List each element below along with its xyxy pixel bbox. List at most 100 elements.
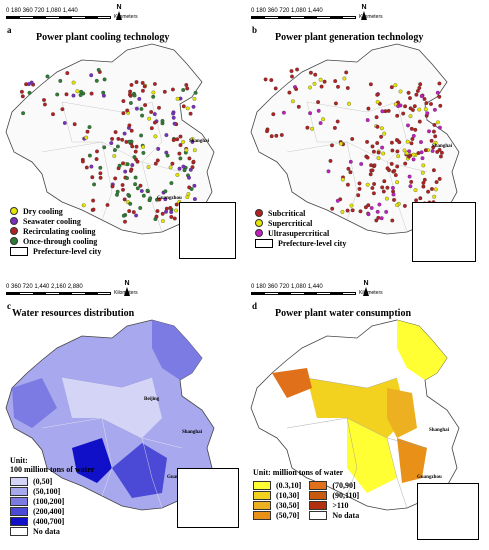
legend-swatch-icon <box>10 516 28 526</box>
plant-marker <box>422 97 427 101</box>
legend: Unit: million tons of water (0.3,10] (70… <box>253 468 359 520</box>
plant-marker <box>421 163 426 168</box>
plant-marker <box>316 108 321 113</box>
plant-marker <box>344 70 349 75</box>
plant-marker <box>134 106 139 111</box>
plant-marker <box>438 154 443 159</box>
plant-marker <box>188 111 193 116</box>
plant-marker <box>409 179 414 184</box>
plant-marker <box>91 207 96 212</box>
plant-marker <box>169 210 174 215</box>
plant-marker <box>89 164 94 169</box>
legend-dot-icon <box>255 229 263 237</box>
plant-marker <box>348 170 353 175</box>
plant-marker <box>95 149 99 154</box>
plant-marker <box>185 106 190 111</box>
plant-marker <box>126 192 131 197</box>
plant-marker <box>402 203 407 208</box>
scale-unit: Kilometers <box>359 14 383 20</box>
plant-marker <box>127 139 132 144</box>
plant-marker <box>62 121 67 125</box>
plant-marker <box>395 180 400 185</box>
plant-marker <box>368 82 373 87</box>
legend-item: Recirculating cooling <box>10 226 101 236</box>
plant-marker <box>424 101 429 106</box>
power-plant-markers <box>19 67 198 224</box>
city-beijing: Beijing <box>144 397 160 402</box>
plant-marker <box>184 148 189 153</box>
plant-marker <box>290 74 294 79</box>
plant-marker <box>437 81 442 86</box>
north-label: N <box>116 4 122 11</box>
plant-marker <box>162 89 167 94</box>
plant-marker <box>390 148 395 153</box>
plant-marker <box>178 156 183 161</box>
plant-marker <box>139 133 144 138</box>
plant-marker <box>132 155 137 160</box>
plant-marker <box>366 212 371 217</box>
city-shanghai: Shanghai <box>432 144 453 149</box>
legend-swatch-icon <box>309 480 328 490</box>
plant-marker <box>404 151 409 156</box>
plant-marker <box>384 209 389 214</box>
plant-marker <box>374 218 379 223</box>
plant-marker <box>385 185 390 190</box>
plant-marker <box>141 193 146 198</box>
plant-marker <box>316 100 321 105</box>
plant-marker <box>188 167 193 172</box>
plant-marker <box>145 188 150 193</box>
plant-marker <box>437 94 442 99</box>
plant-marker <box>380 109 385 114</box>
legend-item: (50,100] <box>10 486 94 496</box>
plant-marker <box>181 139 186 144</box>
plant-marker <box>190 139 195 144</box>
plant-marker <box>192 148 197 153</box>
plant-marker <box>419 150 424 155</box>
plant-marker <box>371 191 376 196</box>
region-southwest <box>72 438 112 483</box>
region-north <box>62 378 162 438</box>
plant-marker <box>429 102 433 106</box>
plant-marker <box>365 118 370 123</box>
legend-item: Prefecture-level city <box>10 246 101 256</box>
plant-marker <box>346 166 351 171</box>
plant-marker <box>71 80 76 85</box>
plant-marker <box>177 166 182 171</box>
plant-marker <box>381 189 386 194</box>
plant-marker <box>296 104 301 109</box>
legend-item: No data <box>309 510 359 520</box>
plant-marker <box>287 90 292 95</box>
plant-marker <box>274 133 279 138</box>
plant-marker <box>395 113 400 118</box>
scale-unit: Kilometers <box>359 290 383 296</box>
plant-marker <box>350 137 355 141</box>
plant-marker <box>394 138 399 142</box>
panel-letter: a <box>7 25 12 35</box>
plant-marker <box>75 89 80 94</box>
plant-marker <box>369 163 374 168</box>
legend-item: Prefecture-level city <box>255 238 346 248</box>
south-china-sea-inset <box>179 202 236 259</box>
plant-marker <box>109 141 114 146</box>
plant-marker <box>345 182 350 187</box>
plant-marker <box>406 123 410 128</box>
plant-marker <box>308 70 313 75</box>
plant-marker <box>171 111 176 116</box>
plant-marker <box>365 182 370 187</box>
plant-marker <box>328 158 333 163</box>
plant-marker <box>375 141 380 146</box>
plant-marker <box>121 99 126 104</box>
scale-ticks: 0 360 720 1,440 2,160 2,880 <box>6 284 83 290</box>
plant-marker <box>92 182 97 187</box>
plant-marker <box>156 146 161 151</box>
plant-marker <box>115 189 120 194</box>
plant-marker <box>333 101 338 106</box>
plant-marker <box>89 73 94 78</box>
region-northeast <box>397 320 447 380</box>
plant-marker <box>421 184 426 189</box>
plant-marker <box>340 177 345 182</box>
plant-marker <box>178 134 183 139</box>
panel-letter: c <box>7 301 11 311</box>
plant-marker <box>359 162 364 166</box>
legend-item: No data <box>10 526 94 536</box>
